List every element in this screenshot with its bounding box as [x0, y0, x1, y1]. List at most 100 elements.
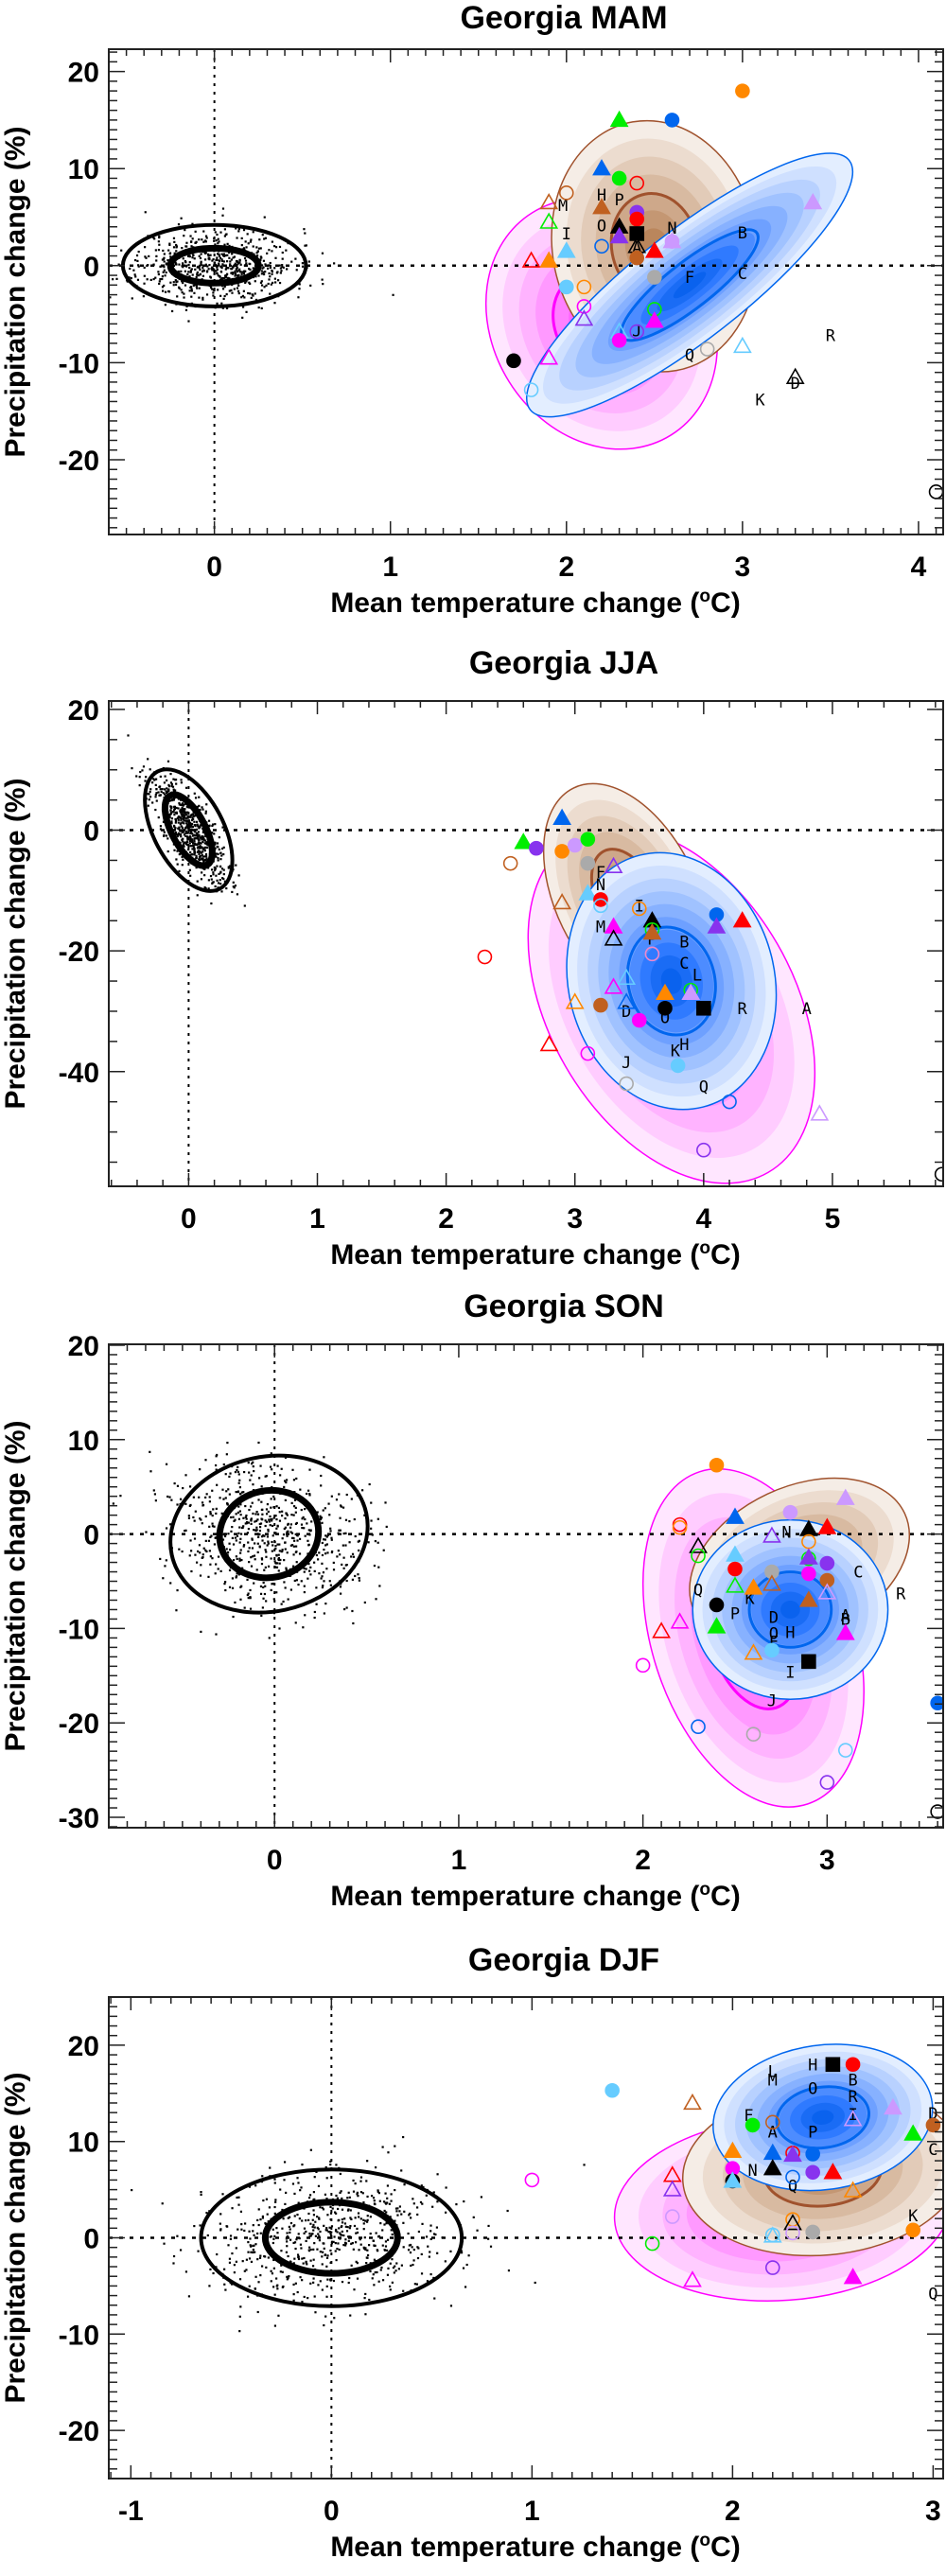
variability-point	[208, 263, 211, 267]
variability-point	[356, 2191, 359, 2194]
variability-point	[250, 1519, 253, 1522]
model-marker-triangle	[785, 367, 805, 384]
variability-point	[335, 2258, 338, 2262]
variability-point	[415, 2283, 418, 2286]
variability-point	[265, 1508, 269, 1511]
variability-point	[219, 2222, 221, 2225]
variability-point	[243, 264, 246, 267]
variability-point	[222, 1498, 225, 1500]
model-marker-triangle	[662, 2180, 682, 2197]
variability-point	[173, 805, 176, 808]
variability-point	[303, 2227, 307, 2230]
variability-point	[274, 1547, 277, 1551]
variability-point	[256, 2218, 259, 2222]
variability-point	[186, 806, 189, 809]
variability-point	[374, 2166, 377, 2169]
variability-point	[307, 1489, 310, 1492]
variability-point	[293, 1579, 296, 1583]
variability-point	[117, 263, 120, 266]
variability-point	[302, 1516, 305, 1519]
variability-point	[215, 239, 218, 242]
variability-point	[149, 790, 151, 794]
variability-point	[336, 1555, 339, 1558]
variability-point	[198, 804, 201, 807]
variability-point	[260, 1563, 264, 1566]
variability-point	[159, 825, 162, 828]
variability-point	[236, 266, 238, 269]
variability-point	[362, 2218, 365, 2221]
ellipse-band	[780, 1600, 800, 1619]
variability-point	[332, 2279, 336, 2283]
model-marker-circle	[672, 1519, 688, 1535]
variability-point	[232, 1615, 235, 1619]
variability-point	[159, 794, 162, 797]
variability-point	[232, 256, 235, 259]
variability-ellipse-outer	[199, 2167, 464, 2308]
variability-point	[324, 2165, 327, 2169]
variability-point	[248, 2285, 251, 2287]
variability-point	[238, 1510, 241, 1513]
variability-point	[200, 260, 202, 263]
variability-point	[330, 2240, 334, 2243]
variability-point	[165, 262, 168, 265]
variability-point	[275, 1527, 278, 1530]
variability-point	[341, 2208, 344, 2211]
variability-point	[141, 769, 144, 772]
variability-point	[309, 2282, 312, 2285]
variability-point	[257, 1533, 260, 1536]
variability-point	[216, 865, 219, 867]
variability-point	[408, 2244, 411, 2247]
variability-point	[180, 817, 183, 820]
model-marker-triangle	[592, 159, 611, 176]
model-label: R	[738, 1000, 748, 1019]
variability-point	[323, 2247, 325, 2250]
variability-point	[144, 255, 147, 258]
variability-point	[199, 1517, 201, 1520]
variability-point	[213, 261, 217, 264]
variability-point	[252, 2248, 254, 2252]
variability-point	[330, 1536, 333, 1539]
variability-point	[262, 1597, 265, 1600]
variability-point	[309, 1529, 312, 1532]
variability-point	[242, 272, 246, 275]
model-marker-circle	[580, 855, 596, 871]
variability-point	[204, 834, 207, 838]
variability-point	[224, 2288, 227, 2291]
variability-point	[188, 839, 192, 843]
variability-point	[385, 1525, 388, 1529]
variability-point	[273, 2293, 276, 2296]
variability-point	[374, 1539, 377, 1543]
variability-point	[268, 1637, 271, 1639]
variability-point	[323, 1580, 325, 1583]
variability-point	[398, 2205, 401, 2208]
variability-point	[304, 1517, 307, 1521]
variability-point	[222, 872, 225, 876]
variability-point	[304, 232, 307, 235]
variability-point	[260, 1485, 263, 1488]
model-marker-circle	[745, 1726, 762, 1742]
variability-point	[200, 842, 202, 845]
variability-point	[429, 2237, 432, 2241]
model-label: I	[785, 1663, 795, 1682]
variability-point	[321, 2263, 324, 2266]
model-marker-triangle	[683, 2270, 702, 2287]
variability-point	[256, 1551, 259, 1553]
variability-point	[186, 838, 189, 841]
variability-point	[143, 274, 146, 277]
variability-point	[462, 2267, 465, 2269]
variability-point	[294, 1511, 297, 1514]
variability-point	[273, 302, 276, 305]
variability-point	[296, 1539, 299, 1542]
model-label: K	[908, 2207, 919, 2226]
variability-point	[349, 2217, 352, 2219]
model-marker-circle	[558, 279, 574, 295]
variability-point	[188, 822, 192, 825]
variability-point	[285, 1512, 288, 1515]
variability-point	[292, 2293, 295, 2296]
variability-point	[220, 258, 223, 261]
variability-point	[160, 790, 163, 793]
variability-point	[197, 850, 200, 852]
variability-point	[232, 1543, 236, 1546]
model-label: D	[622, 1003, 631, 1022]
variability-point	[235, 268, 238, 271]
